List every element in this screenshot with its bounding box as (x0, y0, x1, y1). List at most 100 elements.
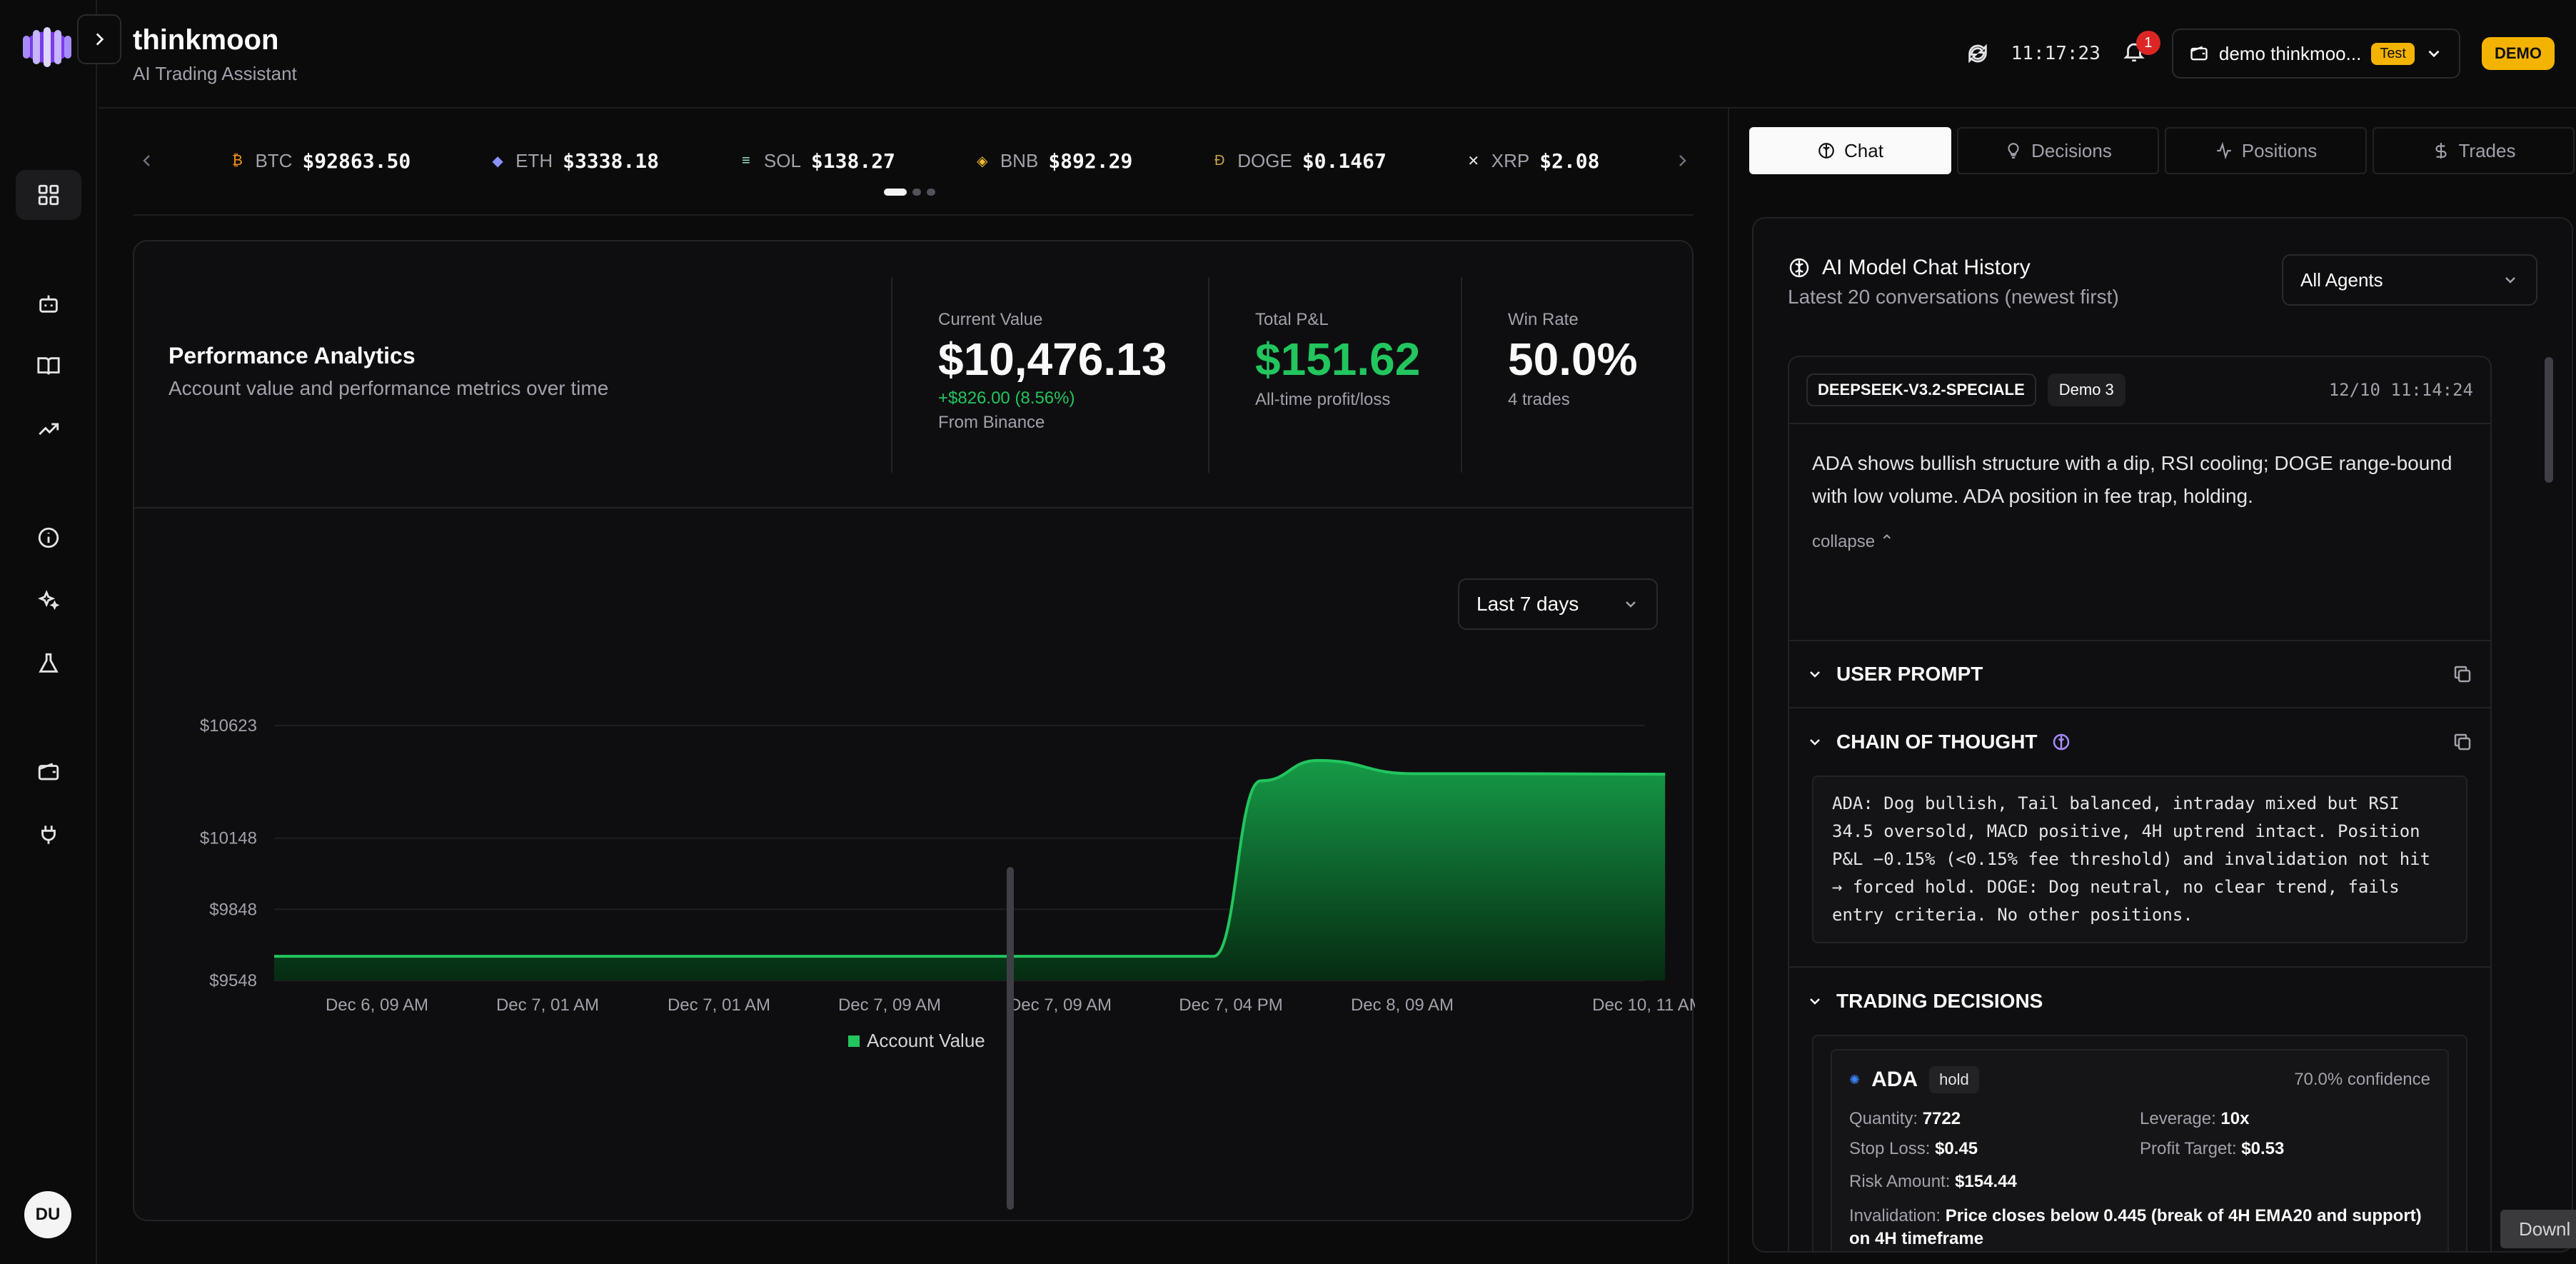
decision-symbol: ADA (1871, 1068, 1918, 1091)
ticker-item-xrp[interactable]: ✕ XRP $2.08 (1466, 149, 1599, 173)
tab-chat[interactable]: Chat (1749, 127, 1951, 174)
current-value-delta: +$826.00 (8.56%) (938, 388, 1075, 408)
chevron-down-icon (1810, 998, 1820, 1005)
y-tick-label: $10623 (200, 716, 257, 736)
info-nav-button[interactable] (16, 513, 81, 563)
leverage-field: Leverage: 10x (2140, 1109, 2250, 1128)
trading-decisions-title: TRADING DECISIONS (1836, 990, 2043, 1012)
app-subtitle: AI Trading Assistant (133, 63, 297, 84)
agent-filter-value: All Agents (2300, 269, 2383, 291)
account-value-chart: $10623 $10148 $9848 $9548 Dec 6, 09 AM Dec 7,… (200, 716, 1695, 1051)
ai-nav-button[interactable] (16, 576, 81, 626)
cardano-icon: ✺ (1849, 1072, 1861, 1087)
refresh-icon[interactable] (1966, 41, 1990, 66)
ticker-page-dot[interactable] (912, 189, 921, 196)
ticker-page-dot[interactable] (884, 189, 907, 196)
current-value: $10,476.13 (938, 333, 1167, 385)
chevron-up-icon: ⌃ (1879, 532, 1894, 551)
ticker-price: $3338.18 (563, 149, 659, 173)
ticker-symbol: BTC (255, 149, 293, 171)
x-tick-label: Dec 7, 09 AM (1009, 995, 1112, 1015)
ticker-item-eth[interactable]: ◆ ETH $3338.18 (490, 149, 659, 173)
conversation-item: DEEPSEEK-V3.2-SPECIALE Demo 3 12/10 11:1… (1788, 356, 2492, 1251)
markets-nav-button[interactable] (16, 404, 81, 454)
ticker-item-btc[interactable]: ₿ BTC $92863.50 (229, 149, 411, 173)
y-tick-label: $9548 (209, 971, 257, 990)
doge-icon: Ð (1214, 152, 1225, 169)
current-value-source: From Binance (938, 413, 1045, 432)
wallet-nav-button[interactable] (16, 747, 81, 797)
copy-icon[interactable] (2452, 731, 2473, 753)
tab-trades[interactable]: Trades (2373, 127, 2575, 174)
app-title: thinkmoon (133, 24, 279, 56)
download-button[interactable]: Downl (2500, 1210, 2576, 1248)
ticker-next-button[interactable] (1668, 146, 1696, 175)
avatar[interactable]: DU (24, 1191, 71, 1238)
wallet-icon (2190, 46, 2208, 61)
user-prompt-toggle[interactable]: USER PROMPT (1789, 641, 2490, 708)
legend-swatch (848, 1035, 860, 1047)
ticker-item-bnb[interactable]: ◈ BNB $892.29 (975, 149, 1132, 173)
stop-loss-field: Stop Loss: $0.45 (1849, 1139, 1978, 1158)
chain-of-thought-toggle[interactable]: CHAIN OF THOUGHT (1789, 708, 2490, 776)
thinkmoon-logo-icon[interactable] (17, 21, 77, 71)
brain-icon (2053, 733, 2069, 751)
chat-history-card: AI Model Chat History Latest 20 conversa… (1752, 217, 2573, 1253)
tab-decisions[interactable]: Decisions (1957, 127, 2159, 174)
time-range-select[interactable]: Last 7 days (1458, 578, 1658, 630)
xrp-icon: ✕ (1467, 153, 1480, 169)
tab-label: Decisions (2031, 139, 2112, 161)
tab-positions[interactable]: Positions (2165, 127, 2367, 174)
notification-count-badge: 1 (2135, 31, 2160, 55)
risk-amount-field: Risk Amount: $154.44 (1849, 1172, 2017, 1191)
integrations-nav-button[interactable] (16, 810, 81, 860)
decisions-scrollbar[interactable] (1007, 867, 1014, 1210)
book-open-icon (37, 357, 60, 375)
ticker-prev-button[interactable] (133, 146, 161, 175)
ticker-item-doge[interactable]: Ð DOGE $0.1467 (1212, 149, 1387, 173)
chat-title: AI Model Chat History (1788, 256, 2031, 280)
divider (133, 214, 1694, 216)
collapse-button[interactable]: collapse ⌃ (1812, 526, 2467, 558)
expand-sidebar-button[interactable] (77, 14, 121, 64)
x-tick-label: Dec 7, 09 AM (838, 995, 941, 1015)
ticker-price: $892.29 (1048, 149, 1133, 173)
x-tick-label: Dec 7, 01 AM (496, 995, 599, 1015)
ticker-page-dot[interactable] (927, 189, 935, 196)
ticker-symbol: XRP (1491, 149, 1530, 171)
tab-label: Chat (1844, 139, 1883, 161)
agents-nav-button[interactable] (16, 279, 81, 328)
copy-icon[interactable] (2452, 663, 2473, 685)
win-rate-sub: 4 trades (1508, 390, 1570, 409)
sparkles-icon (38, 590, 60, 611)
user-prompt-title: USER PROMPT (1836, 663, 1983, 685)
chain-of-thought-text: ADA: Dog bullish, Tail balanced, intrada… (1812, 776, 2467, 943)
y-tick-label: $9848 (209, 900, 257, 919)
notifications-button[interactable]: 1 (2122, 31, 2160, 68)
chat-scrollbar[interactable] (2545, 357, 2553, 483)
account-selector[interactable]: demo thinkmoo... Test (2171, 29, 2460, 79)
ticker-item-sol[interactable]: ≡ SOL $138.27 (738, 149, 895, 173)
chat-subtitle: Latest 20 conversations (newest first) (1788, 286, 2119, 308)
lab-nav-button[interactable] (16, 638, 81, 688)
chevron-down-icon (2505, 277, 2515, 284)
agent-filter-select[interactable]: All Agents (2282, 254, 2537, 306)
ethereum-icon: ◆ (492, 153, 503, 169)
x-tick-label: Dec 7, 04 PM (1179, 995, 1282, 1015)
legend-label: Account Value (867, 1030, 985, 1051)
time-range-value: Last 7 days (1476, 593, 1579, 615)
dashboard-nav-button[interactable] (16, 170, 81, 220)
metric-label: Total P&L (1255, 310, 1329, 329)
docs-nav-button[interactable] (16, 341, 81, 391)
chevron-left-icon (143, 155, 150, 166)
performance-panel: Performance Analytics Account value and … (133, 240, 1695, 1221)
decision-confidence: 70.0% confidence (2294, 1070, 2430, 1089)
win-rate-metric: Win Rate 50.0% 4 trades (1461, 277, 1694, 473)
conversation-time: 12/10 11:14:24 (2328, 380, 2473, 400)
trading-decisions-toggle[interactable]: TRADING DECISIONS (1789, 968, 2490, 1035)
ticker-price: $92863.50 (302, 149, 411, 173)
ticker-symbol: DOGE (1237, 149, 1292, 171)
collapse-label: collapse (1812, 532, 1876, 551)
flask-icon (39, 653, 59, 673)
right-panel-tabs: Chat Decisions Positions Trades (1749, 127, 2575, 174)
